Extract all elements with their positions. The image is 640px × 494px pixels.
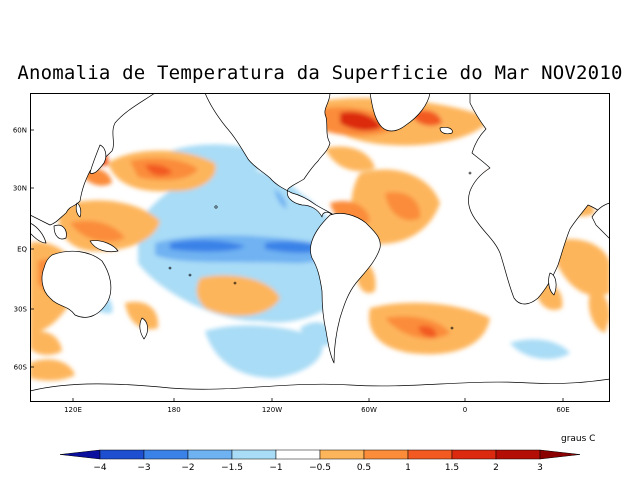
- colorbar-tick-label: 1: [405, 463, 411, 473]
- hawaii-island: [214, 205, 218, 209]
- units-label: graus C: [561, 434, 596, 444]
- colorbar-swatch: [99, 449, 145, 460]
- pacific-island-3: [233, 281, 237, 285]
- colorbar-swatch: [407, 449, 453, 460]
- south-pacific-warm: [196, 275, 280, 316]
- gulf-stream-warm: [325, 146, 375, 172]
- nw-pacific-hot-spot: [145, 164, 172, 176]
- philippines-landmass: [75, 202, 82, 218]
- colorbar-swatch: [319, 449, 365, 460]
- atlantic-island-1: [468, 171, 472, 175]
- colorbar-swatch: [451, 449, 497, 460]
- eq-pacific-core: [170, 239, 245, 252]
- colorbar-min-triangle: [60, 449, 101, 460]
- colorbar-swatch: [143, 449, 189, 460]
- colorbar-tick-label: 0.5: [357, 463, 371, 473]
- colorbar-swatch: [187, 449, 233, 460]
- eq-pacific-core-east: [265, 241, 325, 253]
- colorbar-max-triangle: [539, 449, 580, 460]
- maritime-continent-warm: [70, 220, 125, 242]
- colorbar-swatch: [275, 449, 321, 460]
- sst-anomaly-map: [30, 93, 610, 402]
- iceland-landmass: [439, 127, 453, 135]
- gulf-california-cool: [274, 189, 287, 209]
- asia-landmass: [30, 93, 156, 226]
- colorbar-tick-label: 3: [537, 463, 543, 473]
- japan-landmass: [89, 144, 107, 174]
- s-indian-warm: [30, 331, 62, 355]
- map-title: Anomalia de Temperatura da Superficie do…: [17, 62, 623, 84]
- antarctica-landmass: [30, 378, 610, 402]
- colorbar-tick-label: −3: [137, 463, 150, 473]
- se-indian-warm: [588, 292, 610, 333]
- north-america-landmass: [204, 93, 343, 222]
- borneo-landmass: [53, 224, 67, 240]
- atlantic-island-2: [450, 326, 454, 330]
- colorbar-swatch: [495, 449, 541, 460]
- lat-tick-label: 60S: [14, 364, 28, 372]
- australia-landmass: [41, 250, 112, 318]
- lat-tick-label: 30N: [13, 185, 27, 193]
- w-indian-warm: [550, 239, 610, 296]
- labrador-sea-hot: [340, 111, 382, 131]
- southern-ocean-cool: [205, 325, 323, 378]
- colorbar-swatch: [231, 449, 277, 460]
- indian-ocean-cool: [510, 339, 570, 359]
- tropical-atlantic-core: [385, 192, 421, 221]
- colorbar: −4−3−2−1.5−1−0.50.511.5234: [60, 449, 580, 473]
- sumatra-landmass: [30, 222, 47, 244]
- lon-tick-label: 120E: [64, 406, 82, 414]
- lon-tick-label: 60W: [361, 406, 377, 414]
- land-masses: [30, 93, 610, 402]
- colorbar-tick-label: −2: [181, 463, 194, 473]
- new-zealand-landmass: [139, 317, 148, 340]
- colorbar-tick-label: 2: [493, 463, 499, 473]
- pacific-island-2: [188, 273, 192, 277]
- s-atlantic-hot-spot: [418, 325, 437, 338]
- lon-tick-label: 120W: [262, 406, 282, 414]
- lon-tick-label: 180: [167, 406, 180, 414]
- madagascar-landmass: [548, 272, 557, 296]
- colorbar-swatch: [363, 449, 409, 460]
- lon-tick-label: 60E: [556, 406, 569, 414]
- lat-tick-label: 60N: [13, 127, 27, 135]
- colorbar-tick-label: −1: [269, 463, 282, 473]
- india-landmass: [591, 202, 610, 240]
- colorbar-tick-label: −1.5: [221, 463, 243, 473]
- coral-sea-warm: [125, 301, 159, 330]
- colorbar-tick-label: 1.5: [445, 463, 459, 473]
- colorbar-tick-label: −0.5: [309, 463, 331, 473]
- lat-tick-label: EQ: [17, 246, 27, 254]
- colorbar-tick-label: −4: [93, 463, 107, 473]
- lat-tick-label: 30S: [14, 306, 28, 314]
- islands: [168, 171, 472, 330]
- europe-africa-landmass: [468, 93, 610, 305]
- map-frame: [30, 93, 610, 402]
- antarctic-warm: [30, 359, 75, 381]
- greenland-landmass: [369, 93, 431, 132]
- pacific-island-1: [168, 266, 172, 270]
- south-america-landmass: [310, 213, 381, 364]
- new-guinea-landmass: [89, 240, 119, 253]
- lon-tick-label: 0: [463, 406, 467, 414]
